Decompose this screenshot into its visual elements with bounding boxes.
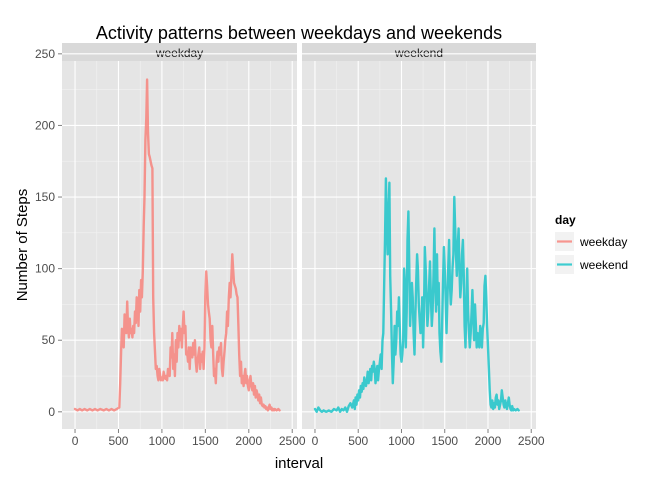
panel-weekday (62, 61, 297, 429)
x-tick-label: 2500 (518, 434, 545, 448)
x-tick-label: 0 (72, 434, 79, 448)
y-tick-label: 0 (48, 405, 55, 419)
strip-label-weekend: weekend (394, 46, 443, 60)
x-tick-label: 1500 (192, 434, 219, 448)
legend: day weekday weekend (555, 213, 628, 274)
y-tick-label: 100 (35, 262, 55, 276)
panel-weekend (302, 61, 536, 429)
y-axis-title: Number of Steps (14, 189, 31, 302)
x-tick-label: 0 (312, 434, 319, 448)
x-tick-label: 2000 (475, 434, 502, 448)
strip-label-weekday: weekday (155, 46, 203, 60)
x-tick-label: 2500 (279, 434, 306, 448)
tick-layer: 0 500 1000 1500 2000 2500 0 500 1000 1500 2000 2500… (35, 47, 545, 448)
x-tick-label: 500 (108, 434, 128, 448)
series-line-weekday (73, 78, 281, 412)
chart-title: Activity patterns between weekdays and w… (96, 23, 502, 43)
legend-label-weekend: weekend (579, 258, 628, 272)
line-layer (73, 78, 520, 413)
y-tick-label: 150 (35, 190, 55, 204)
x-tick-label: 2000 (235, 434, 262, 448)
y-tick-label: 50 (42, 333, 56, 347)
legend-title: day (555, 213, 576, 227)
grid-layer (62, 53, 536, 429)
strip-weekend (302, 43, 536, 61)
x-tick-label: 1000 (149, 434, 176, 448)
x-tick-label: 500 (348, 434, 368, 448)
legend-label-weekday: weekday (579, 235, 627, 249)
x-tick-label: 1000 (388, 434, 415, 448)
x-tick-label: 1500 (431, 434, 458, 448)
y-tick-label: 200 (35, 118, 55, 132)
strip-weekday (62, 43, 297, 61)
x-axis-title: interval (275, 455, 323, 472)
series-line-weekend (313, 177, 520, 413)
y-tick-label: 250 (35, 47, 55, 61)
